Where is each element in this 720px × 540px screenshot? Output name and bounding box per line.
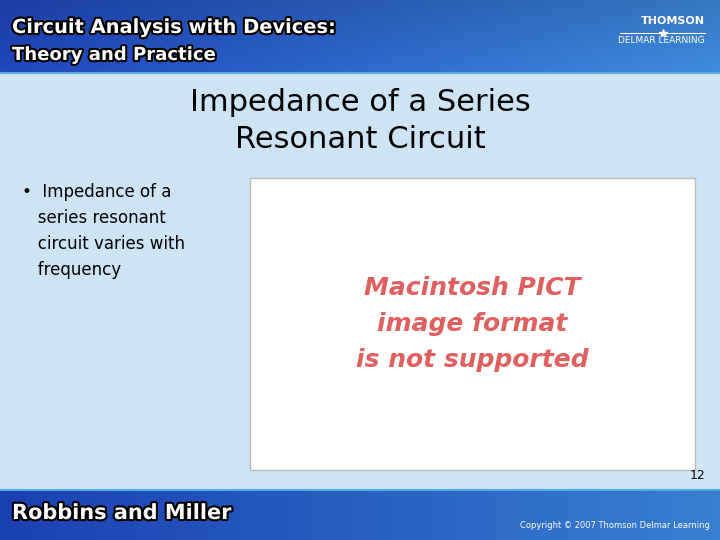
Bar <box>0 74 720 489</box>
Text: Theory and Practice: Theory and Practice <box>12 46 215 64</box>
Text: Impedance of a Series: Impedance of a Series <box>189 88 531 117</box>
Text: Circuit Analysis with Devices:: Circuit Analysis with Devices: <box>12 18 336 37</box>
Text: DELMAR LEARNING: DELMAR LEARNING <box>618 36 705 45</box>
Text: Robbins and Miller: Robbins and Miller <box>12 503 232 523</box>
Text: 12: 12 <box>689 469 705 482</box>
Text: series resonant: series resonant <box>22 209 166 227</box>
Text: frequency: frequency <box>22 261 121 279</box>
Text: •  Impedance of a: • Impedance of a <box>22 183 171 201</box>
Text: is not supported: is not supported <box>356 348 589 372</box>
Text: image format: image format <box>377 312 567 336</box>
Text: circuit varies with: circuit varies with <box>22 235 185 253</box>
Text: Macintosh PICT: Macintosh PICT <box>364 276 581 300</box>
Text: Copyright © 2007 Thomson Delmar Learning: Copyright © 2007 Thomson Delmar Learning <box>520 521 710 530</box>
Bar <box>250 178 695 470</box>
Text: THOMSON: THOMSON <box>641 16 705 26</box>
Text: Resonant Circuit: Resonant Circuit <box>235 125 485 154</box>
